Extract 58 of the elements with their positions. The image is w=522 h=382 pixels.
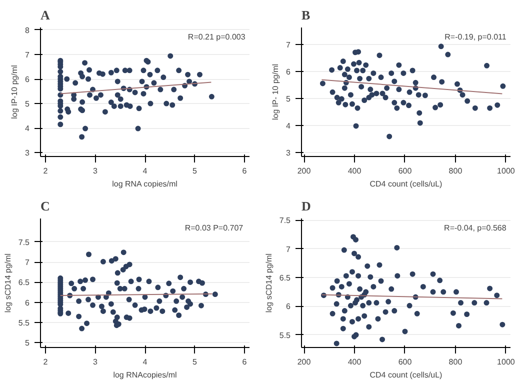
x-tick-label: 600 — [398, 358, 412, 366]
x-tick-label: 1000 — [497, 358, 516, 366]
y-tick-label: 8 — [25, 26, 30, 35]
y-tick-label: 4 — [286, 122, 292, 131]
y-axis-title: log IP- 10 pg/ml — [271, 64, 280, 120]
x-tick-label: 800 — [448, 358, 463, 366]
y-tick-label: 6 — [286, 302, 292, 312]
x-axis-title: log RNA copies/ml — [112, 180, 178, 188]
x-tick-label: 4 — [142, 358, 148, 366]
annotation: R=-0.04, p=0.568 — [444, 224, 507, 233]
x-tick-label: 3 — [93, 166, 98, 176]
x-tick-label: 200 — [297, 358, 312, 366]
y-tick-label: 6.5 — [279, 274, 292, 283]
x-tick-label: 1000 — [497, 166, 516, 176]
y-tick-label: 6 — [25, 75, 30, 84]
chart-title: A — [40, 8, 50, 22]
y-tick-label: 3 — [286, 148, 292, 158]
y-tick-label: 5 — [25, 338, 30, 348]
y-tick-label: 5.5 — [279, 330, 292, 340]
x-tick-label: 6 — [242, 166, 248, 176]
y-tick-label: 6 — [286, 68, 292, 77]
x-tick-label: 400 — [348, 358, 362, 366]
y-tick-label: 7.5 — [18, 238, 30, 247]
y-tick-label: 6 — [25, 298, 30, 308]
y-tick-label: 5.5 — [18, 318, 30, 328]
chart-title: B — [302, 8, 310, 22]
y-tick-label: 7 — [286, 40, 292, 50]
x-tick-label: 800 — [448, 166, 463, 176]
y-tick-label: 7 — [25, 50, 30, 60]
y-tick-label: 7 — [25, 258, 30, 268]
annotation: R=0.21 p=0.003 — [188, 32, 246, 42]
y-tick-label: 6.5 — [18, 278, 30, 288]
y-tick-label: 5 — [286, 94, 292, 104]
chart-title: C — [40, 198, 50, 214]
chart-title: D — [302, 198, 311, 214]
x-tick-label: 200 — [297, 166, 312, 176]
x-tick-label: 4 — [142, 166, 148, 176]
y-axis-title: log IP-10 pg/ml — [10, 64, 20, 119]
annotation: R=-0.19, p=0.011 — [444, 32, 507, 42]
annotation: R=0.03 P=0.707 — [184, 224, 244, 233]
x-tick-label: 600 — [398, 166, 412, 176]
x-tick-label: 400 — [348, 166, 362, 176]
x-axis-title: CD4 count (cells/uL) — [370, 370, 443, 380]
y-tick-label: 7 — [286, 244, 292, 254]
x-tick-label: 5 — [192, 166, 198, 176]
y-tick-label: 4 — [25, 124, 30, 134]
x-tick-label: 5 — [192, 358, 198, 366]
x-tick-label: 3 — [93, 358, 98, 366]
x-axis-title: CD4 count (cells/uL) — [370, 180, 443, 188]
x-axis-title: log RNAcopies/ml — [113, 370, 178, 380]
y-axis-title: log sCD14 pg/ml — [3, 253, 12, 313]
y-tick-label: 7.5 — [279, 216, 292, 226]
x-tick-label: 2 — [43, 358, 48, 366]
y-tick-label: 5 — [25, 100, 30, 109]
x-tick-label: 6 — [242, 358, 248, 366]
y-tick-label: 3 — [25, 148, 30, 158]
y-axis-title: log sCD14 pg/ml — [264, 253, 274, 313]
x-tick-label: 2 — [43, 166, 48, 176]
